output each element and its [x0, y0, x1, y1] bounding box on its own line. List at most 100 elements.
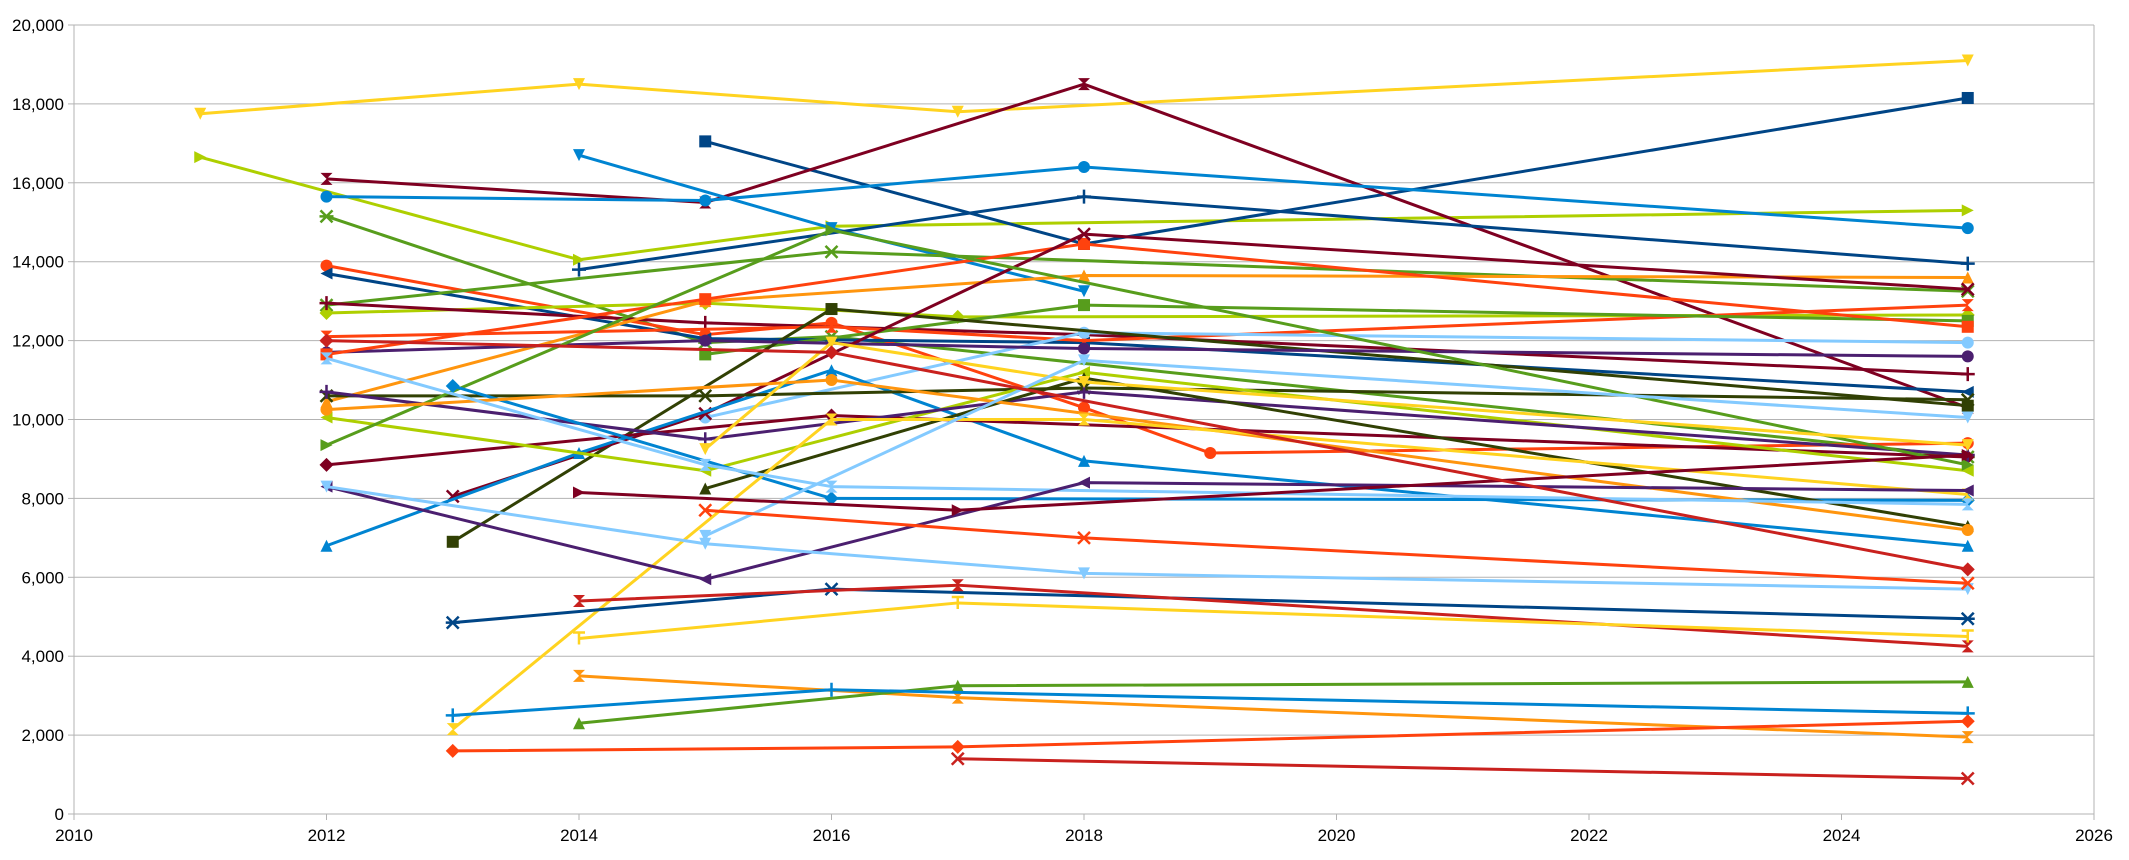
- data-point: [1961, 498, 1974, 511]
- data-point: [1960, 771, 1975, 786]
- data-point: [1078, 476, 1090, 489]
- series-20: [320, 237, 1974, 361]
- data-point: [1960, 562, 1975, 577]
- y-tick-label: 4,000: [21, 647, 64, 666]
- series-36: [573, 449, 1974, 517]
- y-tick-label: 12,000: [12, 332, 64, 351]
- data-point: [1078, 269, 1090, 282]
- data-point: [320, 352, 333, 365]
- data-point: [1961, 449, 1974, 462]
- data-point: [699, 443, 712, 456]
- data-point: [698, 388, 713, 403]
- data-point: [320, 480, 333, 493]
- series-line: [326, 356, 1968, 506]
- data-point: [572, 262, 586, 277]
- data-point: [319, 296, 334, 311]
- data-point: [1961, 675, 1974, 688]
- data-point: [1078, 413, 1090, 426]
- series-1: [194, 54, 1974, 120]
- data-point: [1078, 342, 1090, 355]
- data-point: [1961, 222, 1974, 235]
- series-line: [326, 481, 1968, 581]
- data-point: [1078, 454, 1090, 467]
- data-point: [824, 244, 839, 259]
- data-point: [1961, 350, 1974, 363]
- series-34: [320, 352, 1974, 511]
- x-tick-label: 2024: [1823, 826, 1861, 845]
- data-point: [319, 384, 334, 399]
- data-point: [1960, 714, 1975, 729]
- data-point: [1960, 282, 1975, 297]
- series-33: [699, 354, 1974, 542]
- series-line: [326, 390, 1968, 457]
- x-tick-label: 2026: [2075, 826, 2113, 845]
- data-point: [825, 480, 838, 493]
- data-point: [699, 194, 712, 207]
- y-tick-label: 16,000: [12, 174, 64, 193]
- x-tick-label: 2022: [1570, 826, 1608, 845]
- data-point: [445, 708, 460, 723]
- series-line: [704, 341, 1968, 451]
- data-point: [446, 535, 459, 548]
- data-point: [825, 336, 838, 349]
- y-tick-label: 18,000: [12, 95, 64, 114]
- y-tick-label: 8,000: [21, 489, 64, 508]
- data-point: [699, 537, 712, 550]
- series-42: [573, 595, 1974, 645]
- axes: 0 2,000 4,000 6,000 8,000 10,000 12,000 14,000 1…: [12, 16, 2113, 845]
- data-point: [1078, 237, 1090, 250]
- series-38: [698, 503, 1975, 591]
- series-45: [445, 682, 1975, 723]
- data-point: [1961, 439, 1974, 452]
- series-line: [452, 587, 1968, 625]
- data-point: [825, 303, 838, 316]
- data-point: [1078, 567, 1090, 580]
- data-point: [951, 595, 964, 609]
- x-tick-label: 2014: [560, 826, 598, 845]
- data-point: [320, 172, 333, 185]
- data-point: [1960, 392, 1975, 407]
- y-tick-label: 10,000: [12, 411, 64, 430]
- data-point: [320, 403, 333, 416]
- data-point: [699, 573, 712, 586]
- data-point: [825, 320, 838, 333]
- data-point: [825, 224, 838, 237]
- data-point: [824, 682, 839, 697]
- data-point: [951, 579, 964, 592]
- data-point: [699, 293, 712, 306]
- data-point: [699, 529, 712, 542]
- series-line: [326, 370, 1968, 473]
- data-point: [1078, 78, 1090, 91]
- series-line: [957, 757, 1968, 780]
- series-lines: [194, 54, 1975, 786]
- data-point: [1961, 458, 1974, 471]
- y-tick-label: 20,000: [12, 16, 64, 35]
- y-tick-label: 6,000: [21, 568, 64, 587]
- series-line: [705, 508, 1968, 585]
- data-point: [194, 151, 207, 164]
- series-47: [950, 751, 1975, 786]
- y-tick-label: 14,000: [12, 253, 64, 272]
- data-point: [951, 504, 964, 517]
- data-point: [1961, 411, 1974, 424]
- data-point: [1960, 576, 1975, 591]
- data-point: [699, 135, 712, 148]
- data-point: [824, 345, 839, 360]
- data-point: [573, 669, 585, 682]
- data-point: [951, 105, 964, 118]
- data-point: [1961, 464, 1974, 477]
- data-point: [1078, 354, 1090, 367]
- series-31: [699, 336, 1974, 456]
- series-46: [445, 714, 1975, 758]
- data-point: [1961, 640, 1974, 653]
- data-point: [699, 334, 712, 347]
- data-point: [445, 743, 460, 758]
- data-point: [1078, 326, 1090, 339]
- data-point: [1961, 484, 1974, 497]
- series-43: [573, 669, 1974, 744]
- series-line: [704, 96, 1968, 246]
- data-point: [573, 717, 585, 730]
- data-point: [320, 190, 333, 203]
- series-line: [326, 165, 1968, 230]
